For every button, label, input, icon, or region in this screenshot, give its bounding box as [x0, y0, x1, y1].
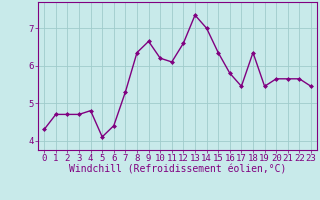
- X-axis label: Windchill (Refroidissement éolien,°C): Windchill (Refroidissement éolien,°C): [69, 165, 286, 175]
